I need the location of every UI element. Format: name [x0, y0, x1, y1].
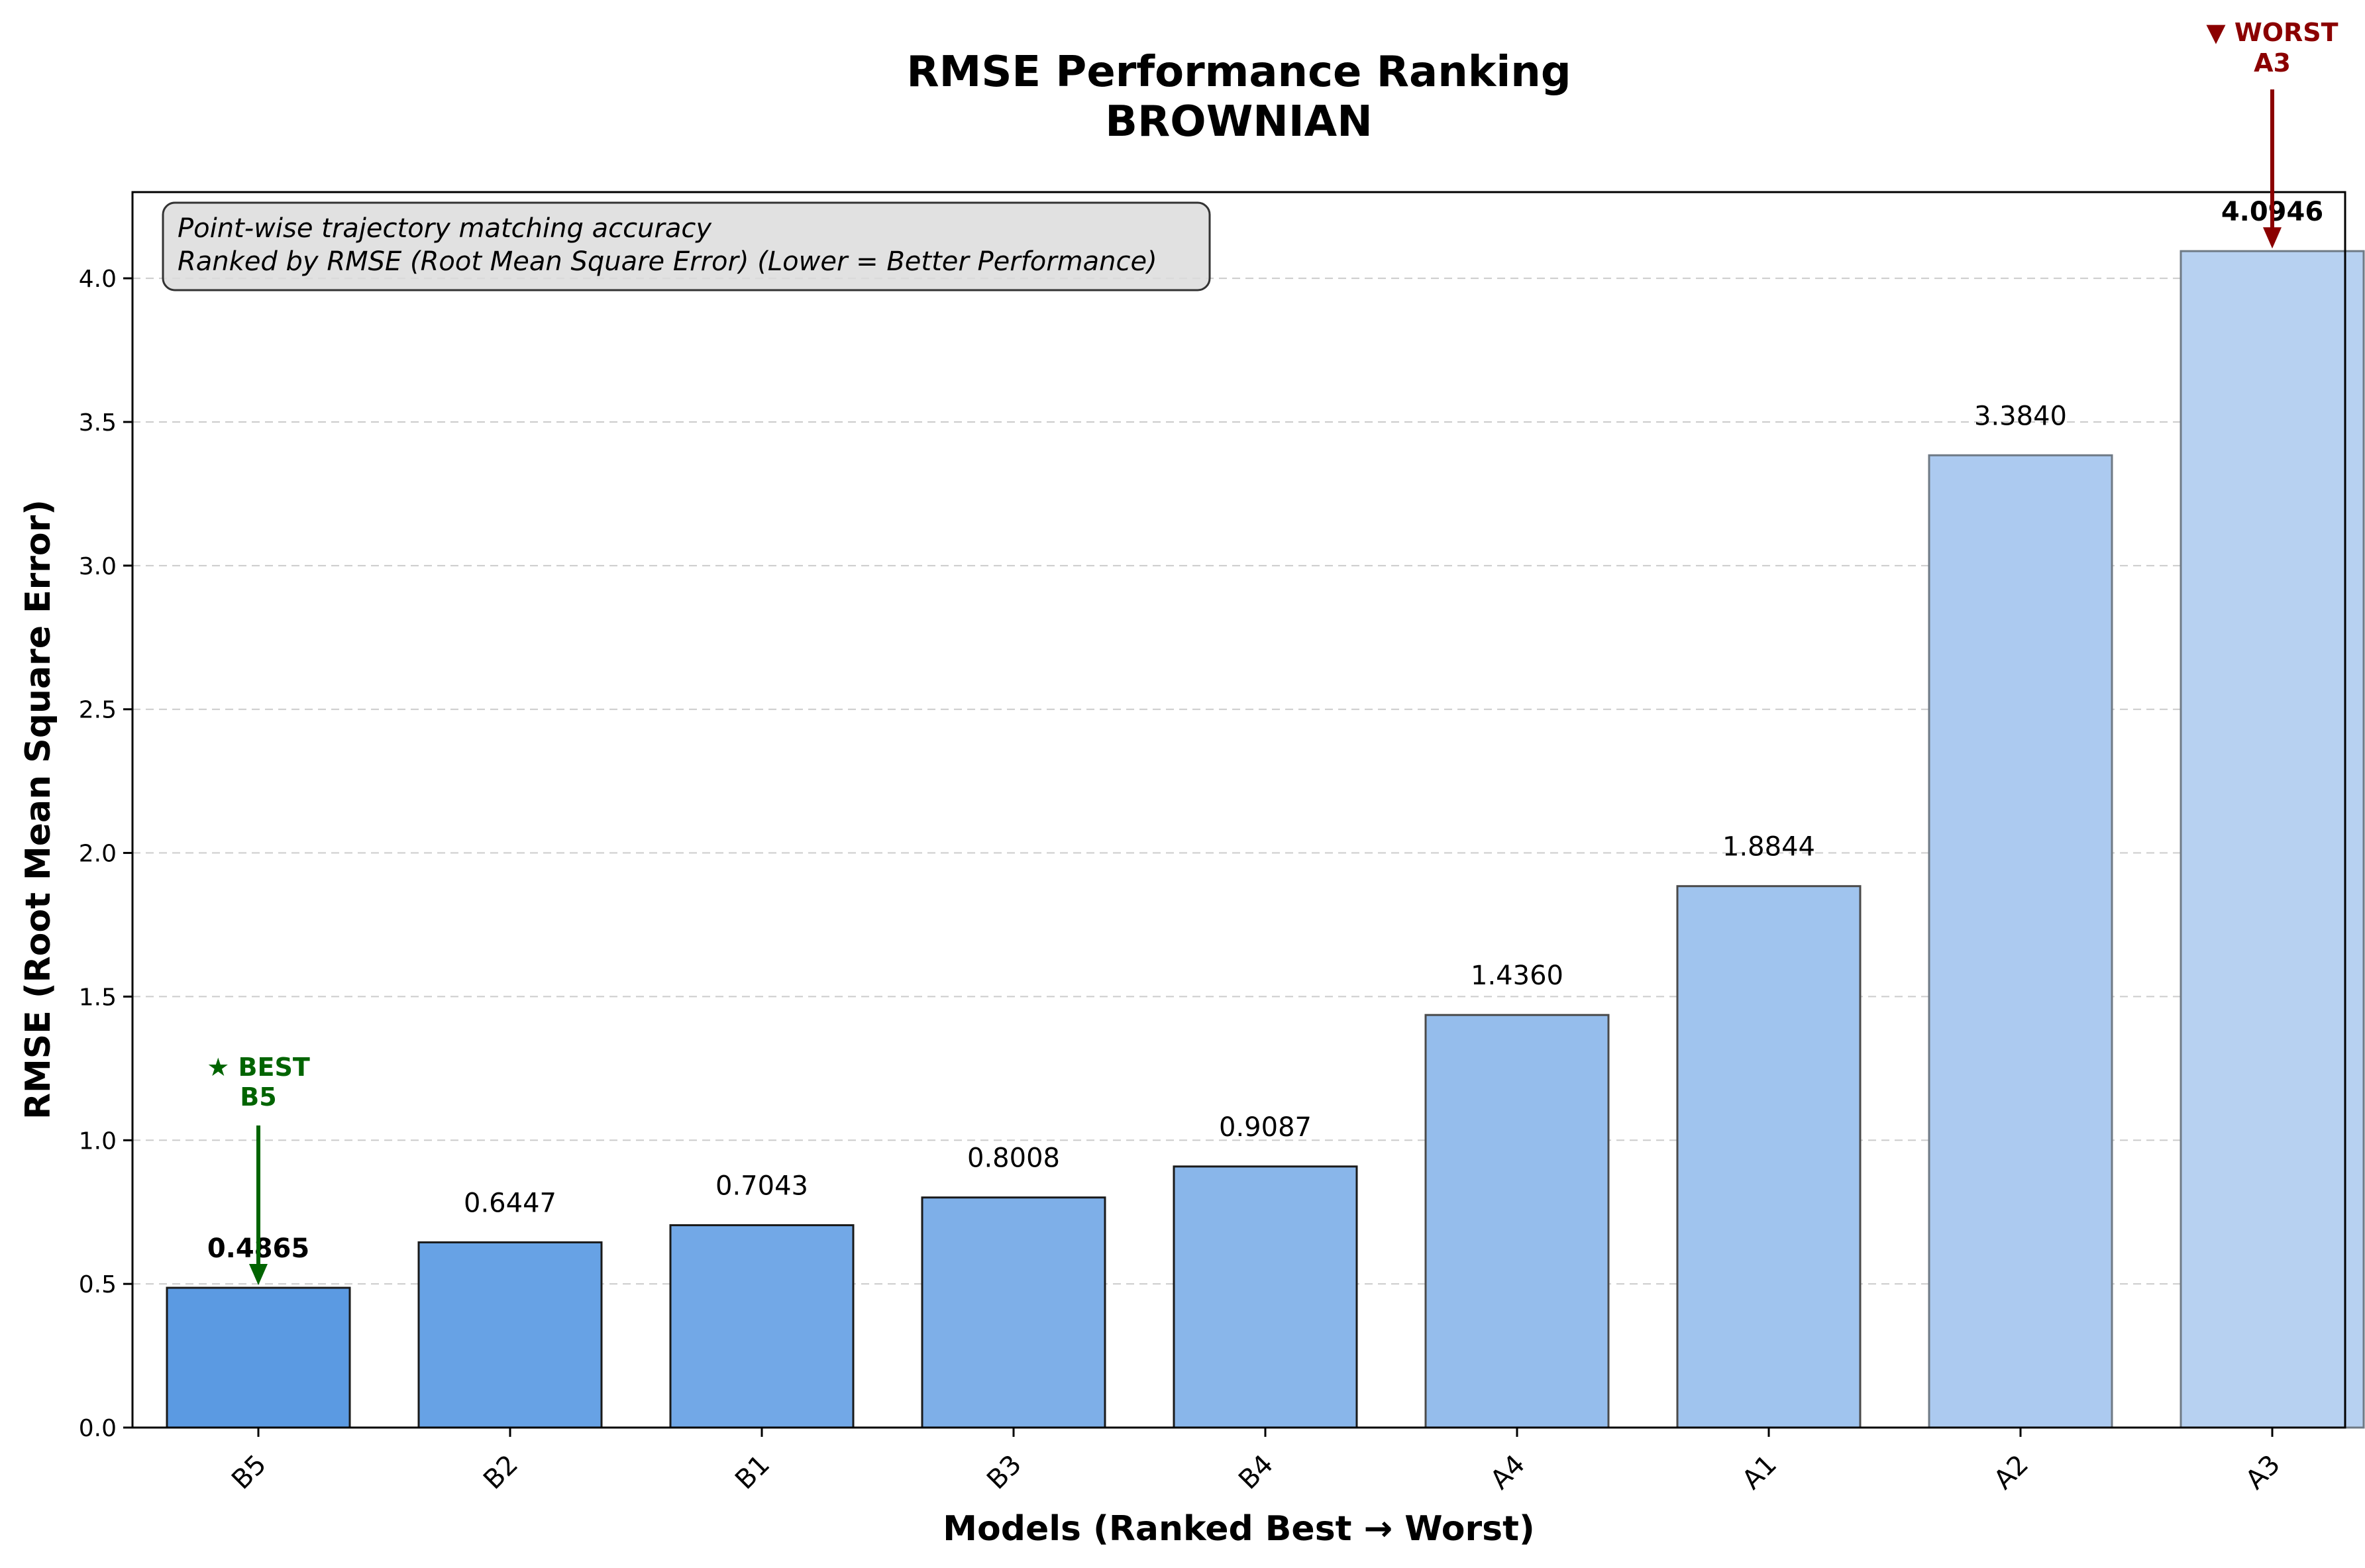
x-axis-label: Models (Ranked Best → Worst) [943, 1509, 1534, 1549]
worst-annotation-model: A3 [2254, 48, 2291, 78]
bar-A2 [1928, 454, 2113, 1429]
worst-arrowhead-icon [2263, 227, 2282, 249]
x-tick-label: A1 [1736, 1449, 1783, 1496]
info-box-line-2: Ranked by RMSE (Root Mean Square Error) … [178, 246, 1157, 277]
worst-annotation: ▼ WORST A3 [2206, 18, 2339, 249]
bar-A1 [1676, 885, 1862, 1429]
y-axis-label: RMSE (Root Mean Square Error) [19, 499, 58, 1120]
best-annotation: ★ BEST B5 [207, 1053, 310, 1285]
best-annotation-model: B5 [240, 1082, 276, 1112]
bar-B5 [166, 1286, 351, 1429]
info-box-background [162, 201, 1211, 291]
bar-A4 [1424, 1014, 1610, 1429]
bar-A3 [2180, 250, 2365, 1429]
y-tick-label: 1.5 [79, 984, 117, 1011]
y-tick-label: 2.5 [79, 697, 117, 724]
info-box: Point-wise trajectory matching accuracy … [162, 201, 1211, 291]
y-tick-label: 1.0 [79, 1127, 117, 1155]
value-label: 0.8008 [967, 1143, 1060, 1174]
value-label: 3.3840 [1974, 401, 2067, 431]
y-tick-label: 3.5 [79, 409, 117, 437]
best-annotation-label: ★ BEST [207, 1053, 310, 1082]
bar-B3 [921, 1196, 1106, 1429]
y-tick-label: 0.5 [79, 1271, 117, 1298]
bar-B4 [1173, 1165, 1358, 1429]
x-tick-label: B4 [1233, 1449, 1279, 1496]
y-axis-ticks: 0.0 0.5 1.0 1.5 2.0 2.5 3.0 3.5 4.0 [79, 266, 132, 1442]
bars [166, 250, 2365, 1429]
y-tick-label: 3.0 [79, 553, 117, 580]
x-tick-label: B5 [226, 1449, 272, 1496]
bar-B2 [417, 1241, 603, 1429]
x-tick-label: B2 [478, 1449, 524, 1496]
info-box-line-1: Point-wise trajectory matching accuracy [178, 213, 712, 244]
value-label: 1.8844 [1722, 832, 1815, 862]
value-label: 0.7043 [715, 1171, 808, 1202]
x-tick-label: A2 [1988, 1449, 2034, 1496]
value-label: 1.4360 [1471, 961, 1563, 991]
x-tick-label: A4 [1485, 1449, 1531, 1496]
value-label: 0.6447 [464, 1188, 556, 1218]
x-axis-ticks: B5 B2 B1 B3 B4 A4 A1 A2 A3 [226, 1428, 2286, 1495]
worst-annotation-label: ▼ WORST [2206, 18, 2338, 47]
x-tick-label: B3 [981, 1449, 1027, 1496]
plot-frame [131, 191, 2346, 1429]
value-label: 0.9087 [1219, 1112, 1312, 1143]
chart-subtitle: BROWNIAN [1105, 97, 1373, 146]
best-arrowhead-icon [249, 1263, 268, 1285]
y-tick-label: 4.0 [79, 266, 117, 293]
chart-title: RMSE Performance Ranking [906, 48, 1571, 97]
y-tick-label: 0.0 [79, 1415, 117, 1442]
x-tick-label: B1 [729, 1449, 776, 1496]
y-tick-label: 2.0 [79, 841, 117, 868]
bar-B1 [669, 1224, 855, 1429]
x-tick-label: A3 [2240, 1449, 2286, 1496]
